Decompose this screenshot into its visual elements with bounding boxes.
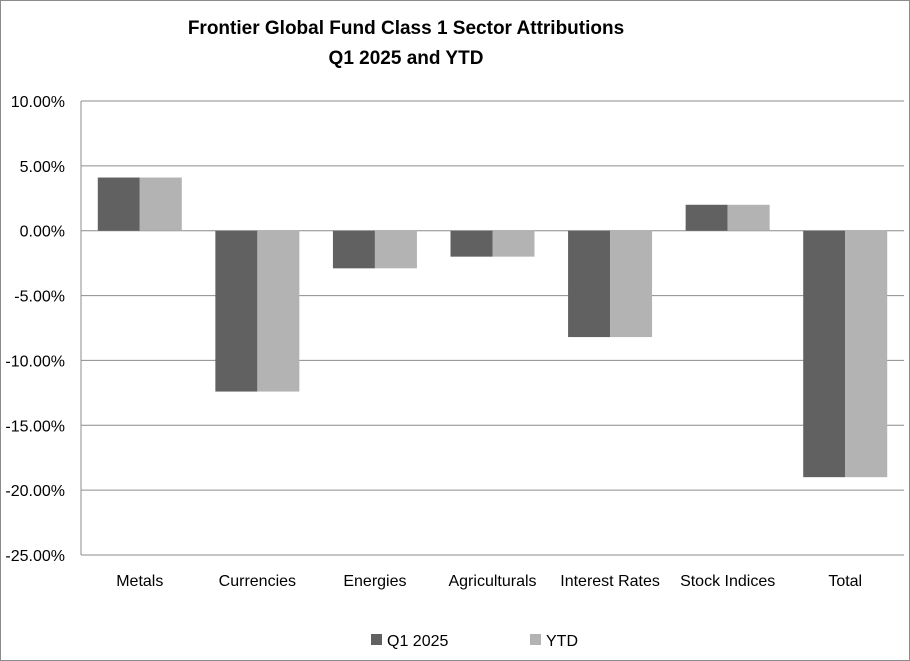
bars — [97, 177, 888, 478]
y-tick-labels: 10.00% 5.00% 0.00% -5.00% -10.00% -15.00% -20.… — [5, 94, 65, 565]
legend-swatch — [371, 634, 382, 645]
chart-title: Frontier Global Fund Class 1 Sector Attr… — [188, 18, 624, 39]
chart-subtitle: Q1 2025 and YTD — [329, 48, 484, 69]
x-tick-label: Total — [828, 573, 862, 590]
legend-label: Q1 2025 — [387, 633, 448, 650]
y-tick-label: 0.00% — [20, 224, 65, 241]
legend-swatch — [530, 634, 541, 645]
bar-ytd — [845, 230, 888, 478]
x-tick-label: Interest Rates — [560, 573, 660, 590]
y-tick-label: -15.00% — [5, 418, 65, 435]
bar-q1-2025 — [97, 177, 140, 231]
bar-ytd — [492, 230, 535, 257]
legend-label: YTD — [546, 633, 578, 650]
x-tick-labels: Metals Currencies Energies Agriculturals Int… — [116, 573, 862, 590]
gridlines — [81, 100, 904, 556]
y-tick-label: 10.00% — [11, 94, 65, 111]
bar-q1-2025 — [803, 230, 846, 478]
x-tick-label: Stock Indices — [680, 573, 775, 590]
x-tick-label: Agriculturals — [448, 573, 536, 590]
bar-q1-2025 — [450, 230, 493, 257]
x-tick-label: Metals — [116, 573, 163, 590]
bar-ytd — [257, 230, 300, 392]
y-tick-label: 5.00% — [20, 159, 65, 176]
x-tick-label: Energies — [343, 573, 406, 590]
bar-q1-2025 — [332, 230, 375, 269]
bar-q1-2025 — [568, 230, 611, 338]
y-tick-label: -10.00% — [5, 353, 65, 370]
bar-ytd — [727, 204, 770, 231]
bar-q1-2025 — [685, 204, 728, 231]
bar-ytd — [139, 177, 182, 231]
y-tick-label: -20.00% — [5, 483, 65, 500]
bar-q1-2025 — [215, 230, 258, 392]
x-tick-label: Currencies — [219, 573, 296, 590]
y-tick-label: -25.00% — [5, 548, 65, 565]
bar-ytd — [374, 230, 417, 269]
bar-ytd — [610, 230, 653, 338]
y-tick-label: -5.00% — [14, 289, 65, 306]
legend: Q1 2025 YTD — [371, 633, 578, 650]
